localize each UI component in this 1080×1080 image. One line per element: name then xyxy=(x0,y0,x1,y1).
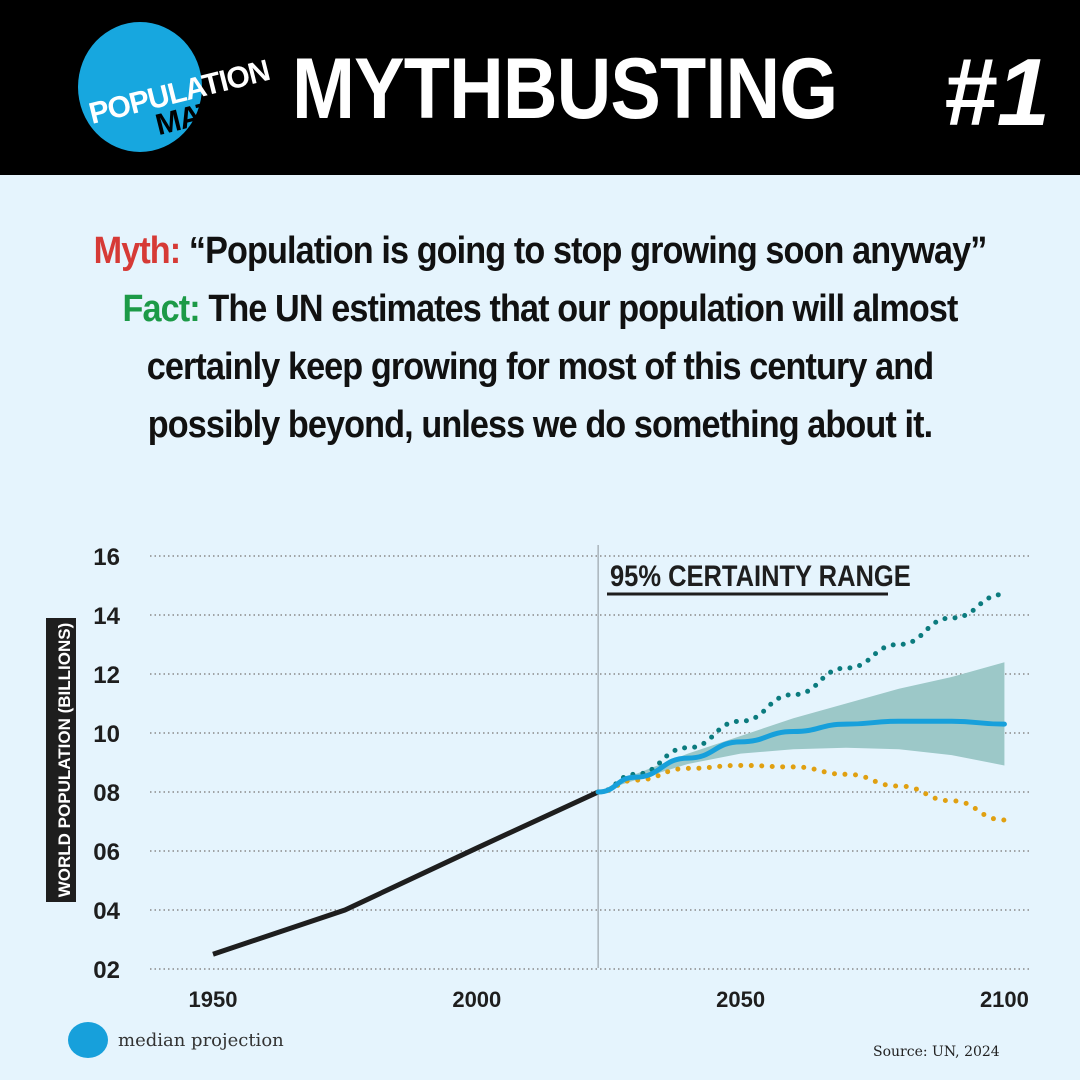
lower-projection-line xyxy=(595,762,1007,823)
y-tick-label: 06 xyxy=(93,839,120,866)
certainty-band xyxy=(598,662,1005,792)
issue-number: #1 xyxy=(943,39,1050,146)
y-axis-label-bg xyxy=(46,618,76,902)
x-tick-label: 2100 xyxy=(980,987,1029,1012)
legend-label: median projection xyxy=(118,1029,284,1051)
x-tick-label: 2000 xyxy=(452,987,501,1012)
source-note: Source: UN, 2024 xyxy=(873,1044,1000,1060)
y-tick-label: 12 xyxy=(93,662,120,689)
header: POPULATION MATTERS MYTHBUSTING #1 xyxy=(0,0,1080,175)
y-axis-label-box: WORLD POPULATION (BILLIONS) xyxy=(46,618,76,902)
y-axis-label: WORLD POPULATION (BILLIONS) xyxy=(55,623,74,898)
certainty-annotation: 95% CERTAINTY RANGE xyxy=(610,559,911,592)
fact-text: The UN estimates that our population wil… xyxy=(146,288,959,446)
y-tick-label: 10 xyxy=(93,721,120,748)
y-tick-label: 04 xyxy=(93,898,120,925)
median-projection-line xyxy=(595,718,1007,795)
upper-projection-line xyxy=(595,591,1007,795)
legend: median projection xyxy=(68,1022,284,1058)
y-tick-label: 14 xyxy=(93,603,120,630)
y-tick-label: 08 xyxy=(93,780,120,807)
page-title: MYTHBUSTING xyxy=(292,41,838,137)
median-legend-swatch xyxy=(68,1022,108,1058)
myth-text: “Population is going to stop growing soo… xyxy=(188,230,987,272)
population-matters-logo: POPULATION MATTERS xyxy=(78,22,292,152)
x-tick-label: 2050 xyxy=(716,987,765,1012)
y-tick-label: 16 xyxy=(93,544,120,571)
fact-label: Fact: xyxy=(122,288,200,330)
myth-label: Myth: xyxy=(93,230,182,272)
history-line xyxy=(212,789,600,957)
myth-fact-text: Myth: “Population is going to stop growi… xyxy=(40,222,1040,454)
y-tick-label: 02 xyxy=(93,957,120,984)
x-tick-label: 1950 xyxy=(189,987,238,1012)
